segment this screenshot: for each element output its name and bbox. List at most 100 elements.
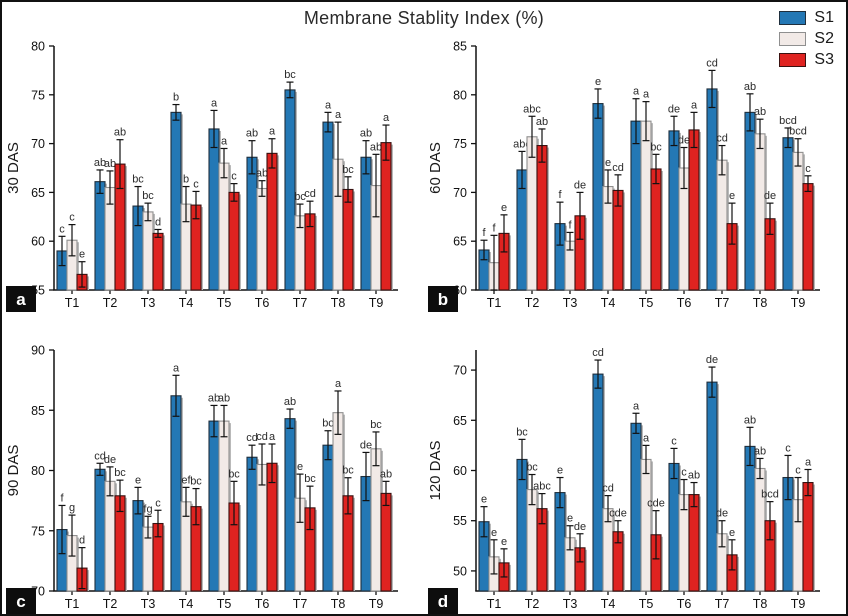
sig-letter: bc	[304, 473, 316, 485]
sig-letter: ef	[181, 474, 191, 486]
x-tick-label: T6	[255, 597, 270, 611]
x-tick-label: T7	[715, 597, 730, 611]
x-tick-label: T8	[753, 296, 768, 310]
bar-c-T9-S3	[380, 492, 392, 592]
bar-a-T6-S3	[266, 152, 278, 291]
y-tick-label: 65	[453, 414, 467, 428]
sig-letter: cd	[716, 133, 728, 145]
sig-letter: e	[501, 202, 507, 214]
sig-letter: a	[325, 99, 332, 111]
bar-b-T8-S1	[744, 111, 756, 291]
panel-60das: 60 65 70 75 80 85 60 DAS T1 f f e T2 abc abc ab T3 f f de T…	[426, 30, 846, 312]
x-tick-label: T7	[293, 296, 308, 310]
sig-letter: cd	[246, 432, 258, 444]
y-tick-label: 70	[453, 186, 467, 200]
sig-letter: c	[69, 212, 75, 224]
y-axis-title: 90 DAS	[5, 445, 22, 497]
y-tick-label: 65	[31, 186, 45, 200]
y-tick-label: 60	[31, 235, 45, 249]
sig-letter: cde	[609, 508, 627, 520]
sig-letter: a	[335, 378, 342, 390]
sig-letter: bc	[370, 419, 382, 431]
sig-letter: e	[481, 494, 487, 506]
x-tick-label: T3	[141, 597, 156, 611]
bar-c-T2-S1	[94, 468, 106, 592]
sig-letter: bcd	[779, 115, 797, 127]
x-tick-label: T5	[217, 296, 232, 310]
legend: S1 S2 S3	[779, 9, 834, 69]
sig-letter: abc	[533, 481, 551, 493]
sig-letter: cd	[94, 450, 106, 462]
x-tick-label: T2	[525, 597, 540, 611]
legend-item-s1: S1	[779, 9, 834, 27]
sig-letter: d	[155, 216, 161, 228]
bar-d-T8-S2	[754, 467, 766, 592]
sig-letter: cd	[612, 162, 624, 174]
sig-letter: ab	[744, 414, 756, 426]
y-tick-label: 55	[453, 514, 467, 528]
sig-letter: ab	[114, 127, 126, 139]
y-tick-label: 50	[453, 564, 467, 578]
sig-letter: a	[383, 112, 390, 124]
sig-letter: ab	[218, 392, 230, 404]
bar-a-T3-S3	[152, 232, 164, 291]
sig-letter: bc	[342, 465, 354, 477]
bar-d-T5-S2	[640, 458, 652, 592]
sig-letter: bc	[526, 462, 538, 474]
bar-c-T5-S1	[208, 420, 220, 592]
x-tick-label: T4	[179, 296, 194, 310]
y-axis-title: 60 DAS	[427, 142, 444, 194]
sig-letter: e	[729, 190, 735, 202]
sig-letter: e	[729, 527, 735, 539]
sig-letter: bc	[650, 141, 662, 153]
bar-c-T6-S1	[246, 456, 258, 592]
x-tick-label: T5	[639, 597, 654, 611]
panel-label-badge-d: d	[428, 588, 458, 614]
bar-b-T5-S3	[650, 168, 662, 291]
x-tick-label: T8	[331, 296, 346, 310]
sig-letter: a	[221, 135, 228, 147]
y-tick-label: 75	[31, 88, 45, 102]
panel-label-badge-c: c	[6, 588, 36, 614]
sig-letter: ab	[246, 128, 258, 140]
sig-letter: ab	[536, 116, 548, 128]
sig-letter: de	[706, 354, 718, 366]
x-tick-label: T2	[103, 296, 118, 310]
sig-letter: e	[491, 527, 497, 539]
sig-letter: bc	[284, 69, 296, 81]
x-tick-label: T1	[65, 597, 80, 611]
legend-swatch-s3	[779, 53, 807, 67]
sig-letter: a	[643, 432, 650, 444]
bar-d-T8-S1	[744, 445, 756, 592]
bar-b-T8-S2	[754, 133, 766, 291]
sig-letter: b	[183, 174, 189, 186]
x-tick-label: T9	[791, 296, 806, 310]
y-tick-label: 75	[31, 524, 45, 538]
sig-letter: ab	[754, 445, 766, 457]
bar-d-T9-S3	[802, 482, 814, 592]
legend-label-s1: S1	[814, 9, 834, 26]
sig-letter: bc	[190, 476, 202, 488]
x-tick-label: T7	[293, 597, 308, 611]
sig-letter: bc	[142, 190, 154, 202]
y-tick-label: 80	[453, 88, 467, 102]
x-tick-label: T8	[331, 597, 346, 611]
sig-letter: abc	[523, 103, 541, 115]
sig-letter: f	[568, 219, 572, 231]
sig-letter: c	[231, 171, 237, 183]
bar-c-T4-S1	[170, 395, 182, 592]
bar-c-T7-S1	[284, 418, 296, 592]
sig-letter: bc	[294, 191, 306, 203]
x-tick-label: T8	[753, 597, 768, 611]
sig-letter: e	[501, 536, 507, 548]
sig-letter: a	[269, 431, 276, 443]
sig-letter: e	[605, 157, 611, 169]
sig-letter: ab	[94, 157, 106, 169]
legend-swatch-s1	[779, 11, 807, 25]
sig-letter: de	[574, 521, 586, 533]
sig-letter: ab	[104, 158, 116, 170]
x-tick-label: T9	[369, 597, 384, 611]
